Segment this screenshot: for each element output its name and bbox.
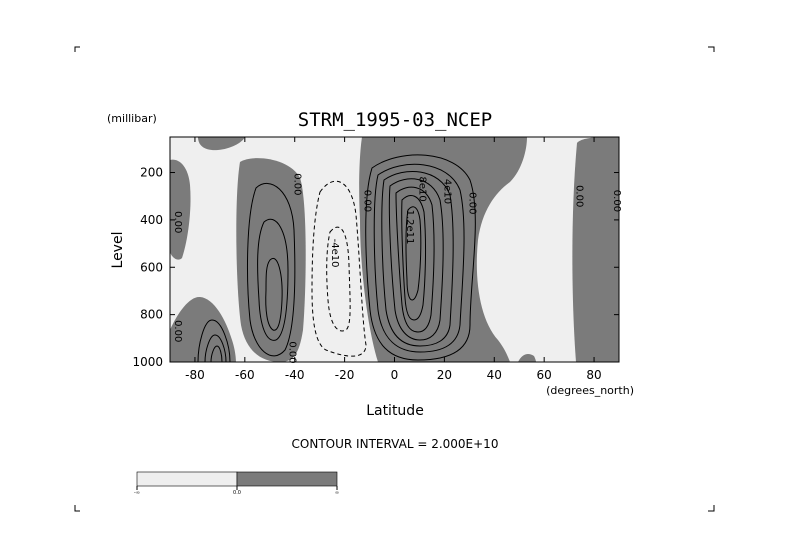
contour-line-negative xyxy=(326,226,351,332)
contour-line xyxy=(365,154,476,361)
colorbar: -∞ 0.0 ∞ xyxy=(134,471,339,496)
positive-region-south-pole-top xyxy=(170,159,191,260)
contour-labels: 0.00 0.00 0.00 0.00 -4e10 0.00 8e10 4e10 1.2e11 0… xyxy=(172,173,622,363)
positive-region-south-midlat xyxy=(236,158,306,362)
contour-line xyxy=(401,195,427,321)
contour-line xyxy=(373,163,465,353)
contour-label: 0.00 xyxy=(574,185,585,207)
positive-region-north-polar xyxy=(572,137,619,362)
contour-label: 0.00 xyxy=(292,173,303,195)
contour-lines xyxy=(197,154,476,362)
y-tick-label: 800 xyxy=(140,308,163,322)
x-tick-label: 40 xyxy=(487,368,502,382)
x-axis: -80 -60 -40 -20 0 20 40 60 80 xyxy=(185,137,602,382)
contour-label: 0.00 xyxy=(611,190,622,212)
x-tick-label: -20 xyxy=(335,368,355,382)
contour-label: 0.00 xyxy=(287,341,298,363)
contour-line xyxy=(197,319,231,362)
contour-label: 0.00 xyxy=(466,192,477,214)
y-axis: 200 400 600 800 1000 xyxy=(132,166,619,369)
contour-line xyxy=(257,218,289,341)
contour-label: 4e10 xyxy=(441,179,452,204)
contour-line xyxy=(395,186,435,333)
contour-interval-note: CONTOUR INTERVAL = 2.000E+10 xyxy=(292,437,499,451)
y-axis-label: Level xyxy=(110,232,126,269)
x-tick-label: -80 xyxy=(185,368,205,382)
plot-area: 0.00 0.00 0.00 0.00 -4e10 0.00 8e10 4e10 1.2e11 0… xyxy=(169,136,622,364)
x-units-label: (degrees_north) xyxy=(546,384,634,397)
y-units-label: (millibar) xyxy=(107,112,157,125)
contour-label: 1.2e11 xyxy=(404,210,415,245)
x-axis-label: Latitude xyxy=(366,403,424,419)
chart-title: STRM_1995-03_NCEP xyxy=(298,109,492,131)
contour-line xyxy=(405,206,422,301)
contour-line xyxy=(381,170,454,347)
contour-line xyxy=(210,345,223,362)
positive-region-south-pole-bottom xyxy=(170,296,236,362)
contour-line xyxy=(388,178,444,341)
colorbar-swatch-positive xyxy=(236,471,338,487)
contour-line xyxy=(265,257,283,331)
contour-label: 0.00 xyxy=(172,320,183,342)
contour-label: 8e10 xyxy=(416,176,427,201)
contour-line xyxy=(247,183,296,357)
contour-label: 0.00 xyxy=(362,190,373,212)
colorbar-label: ∞ xyxy=(335,490,339,496)
x-tick-label: 0 xyxy=(391,368,399,382)
x-tick-label: 80 xyxy=(586,368,601,382)
y-tick-label: 600 xyxy=(140,260,163,274)
colorbar-label: -∞ xyxy=(134,490,140,496)
x-tick-label: -60 xyxy=(235,368,255,382)
colorbar-swatch-negative xyxy=(136,471,238,487)
x-tick-label: -40 xyxy=(285,368,305,382)
x-tick-label: 20 xyxy=(437,368,452,382)
contour-label: -4e10 xyxy=(329,239,340,268)
contour-line-negative xyxy=(311,180,367,357)
contour-label: 0.00 xyxy=(172,211,183,233)
x-tick-label: 60 xyxy=(537,368,552,382)
y-tick-label: 200 xyxy=(140,166,163,180)
crop-marks xyxy=(74,46,715,512)
contour-line xyxy=(204,334,227,362)
positive-region-north-bottom xyxy=(518,354,536,362)
positive-region-top-cap-south xyxy=(198,137,245,151)
colorbar-label: 0.0 xyxy=(233,490,241,496)
y-tick-label: 1000 xyxy=(132,355,163,369)
y-tick-label: 400 xyxy=(140,213,163,227)
